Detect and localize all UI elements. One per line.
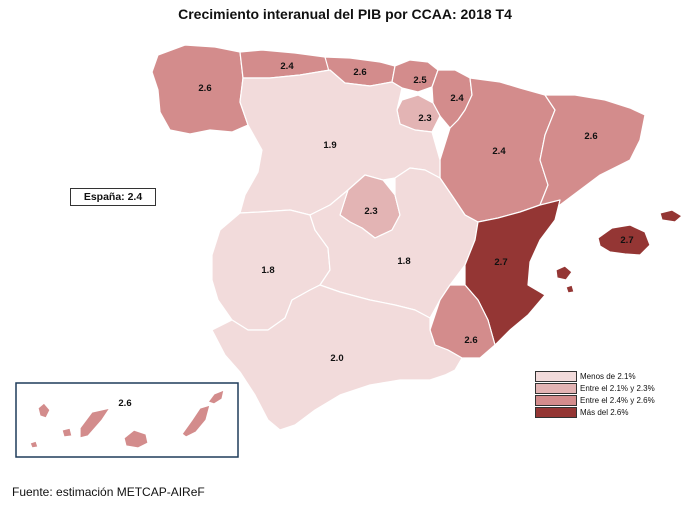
label-cataluna: 2.6	[584, 131, 597, 142]
legend-label: Entre el 2.1% y 2.3%	[580, 383, 655, 393]
map-title: Crecimiento interanual del PIB por CCAA:…	[178, 6, 512, 22]
label-asturias: 2.4	[280, 61, 294, 72]
label-extremadura: 1.8	[261, 265, 274, 276]
national-average-box: España: 2.4	[70, 188, 156, 206]
region-galicia	[151, 44, 249, 135]
region-canarias	[29, 389, 225, 449]
legend-swatch	[535, 406, 577, 418]
legend-swatch	[535, 370, 577, 382]
label-baleares: 2.7	[620, 235, 633, 246]
label-canarias: 2.6	[118, 398, 131, 409]
map-legend: Menos de 2.1% Entre el 2.1% y 2.3% Entre…	[535, 370, 665, 418]
label-aragon: 2.4	[492, 146, 506, 157]
label-castilla-la-mancha: 1.8	[397, 256, 410, 267]
label-valencia: 2.7	[494, 257, 507, 268]
legend-item: Entre el 2.1% y 2.3%	[535, 382, 665, 394]
region-baleares	[555, 209, 683, 294]
legend-item: Entre el 2.4% y 2.6%	[535, 394, 665, 406]
label-castilla-leon: 1.9	[323, 140, 336, 151]
label-andalucia: 2.0	[330, 353, 343, 364]
label-pais-vasco: 2.5	[413, 75, 427, 86]
label-cantabria: 2.6	[353, 67, 366, 78]
label-madrid: 2.3	[364, 206, 377, 217]
source-note: Fuente: estimación METCAP-AIReF	[12, 485, 205, 499]
legend-swatch	[535, 394, 577, 406]
legend-label: Menos de 2.1%	[580, 371, 636, 381]
legend-swatch	[535, 382, 577, 394]
legend-item: Menos de 2.1%	[535, 370, 665, 382]
label-la-rioja: 2.3	[418, 113, 431, 124]
legend-item: Más del 2.6%	[535, 406, 665, 418]
legend-label: Más del 2.6%	[580, 407, 629, 417]
region-cataluna	[539, 94, 646, 206]
region-andalucia	[211, 284, 463, 431]
legend-label: Entre el 2.4% y 2.6%	[580, 395, 655, 405]
label-galicia: 2.6	[198, 83, 211, 94]
label-navarra: 2.4	[450, 93, 464, 104]
label-murcia: 2.6	[464, 335, 477, 346]
national-average-label: España: 2.4	[83, 191, 143, 203]
